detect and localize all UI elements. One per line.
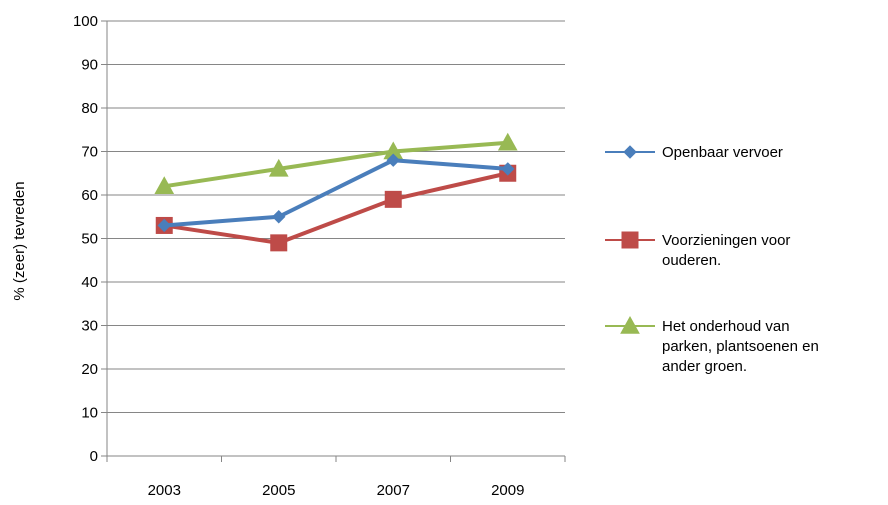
legend-item: Openbaar vervoer [605,144,783,161]
data-point [268,158,289,177]
legend-marker [620,315,640,334]
series-line [163,140,508,189]
legend-label: Openbaar vervoer [662,144,783,161]
series-lines [154,132,518,252]
x-tick-label: 2003 [148,482,181,499]
legend-label: ouderen. [662,252,721,269]
series-line [164,158,508,228]
data-point [497,132,518,151]
y-tick-label: 0 [90,448,98,465]
y-tick-label: 40 [81,274,98,291]
data-point [270,234,288,252]
legend-label: Voorzieningen voor [662,232,790,249]
data-point [272,210,286,224]
data-point [384,190,402,208]
y-tick-label: 70 [81,144,98,161]
data-point [386,153,400,167]
y-axis-label: % (zeer) tevreden [11,181,28,300]
legend-label: Het onderhoud van [662,318,790,335]
y-tick-label: 100 [73,13,98,30]
series-1 [157,153,515,233]
data-point [501,162,515,176]
x-tick-label: 2009 [491,482,524,499]
legend-label: ander groen. [662,358,747,375]
legend-item: Het onderhoud van parken, plantsoenen en a… [605,315,819,375]
legend-marker [623,145,637,159]
legend-item: Voorzieningen voor ouderen. [605,231,790,269]
legend-marker [621,231,639,249]
x-tick-label: 2005 [262,482,295,499]
series-3 [154,132,518,194]
x-tick-label: 2007 [377,482,410,499]
y-tick-label: 30 [81,318,98,335]
y-tick-label: 60 [81,187,98,204]
y-tick-label: 80 [81,100,98,117]
gridlines [107,20,565,413]
y-tick-label: 50 [81,231,98,248]
y-tick-label: 10 [81,405,98,422]
legend-label: parken, plantsoenen en [662,338,819,355]
data-point [154,176,175,194]
y-tick-label: 90 [81,57,98,74]
data-point [157,218,171,233]
y-tick-label: 20 [81,361,98,378]
series-line [163,171,509,245]
axes: 0 10 20 30 40 50 60 70 80 90 100 2003 2005 2007 2009 [73,13,566,499]
legend: Openbaar vervoer Voorzieningen voor oudere… [605,144,819,375]
